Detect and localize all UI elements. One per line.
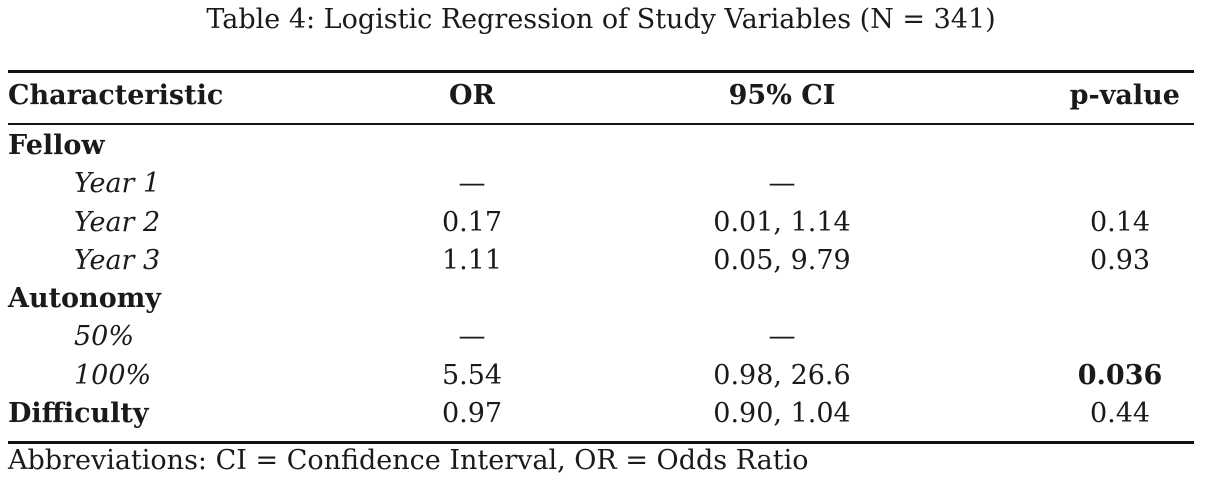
ci-value: 0.90, 1.04: [713, 398, 851, 429]
table-row: Year 1 — —: [0, 168, 1226, 206]
header-ci: 95% CI: [728, 80, 836, 111]
header-rule: [8, 123, 1194, 125]
p-value: 0.14: [1089, 207, 1151, 238]
ci-value: —: [768, 168, 796, 199]
table-row: Fellow: [0, 130, 1226, 168]
ci-value: 0.98, 26.6: [713, 360, 851, 391]
ci-value: —: [768, 321, 796, 352]
row-label: Year 1: [74, 168, 161, 199]
table-row: Year 3 1.11 0.05, 9.79 0.93: [0, 245, 1226, 283]
table-row: Difficulty 0.97 0.90, 1.04 0.44: [0, 398, 1226, 436]
table-row: 50% — —: [0, 321, 1226, 359]
top-rule: [8, 70, 1194, 73]
or-value: —: [458, 321, 486, 352]
ci-value: 0.05, 9.79: [713, 245, 851, 276]
p-value-significant: 0.036: [1077, 360, 1163, 391]
p-value: 0.93: [1089, 245, 1151, 276]
ci-value: 0.01, 1.14: [713, 207, 851, 238]
group-label: Difficulty: [8, 398, 149, 429]
or-value: —: [458, 168, 486, 199]
table-row: 100% 5.54 0.98, 26.6 0.036: [0, 360, 1226, 398]
table-caption: Table 4: Logistic Regression of Study Va…: [206, 4, 996, 35]
group-label: Fellow: [8, 130, 105, 161]
p-value: 0.44: [1089, 398, 1151, 429]
header-characteristic: Characteristic: [8, 80, 224, 111]
table-row: Year 2 0.17 0.01, 1.14 0.14: [0, 207, 1226, 245]
or-value: 5.54: [441, 360, 503, 391]
header-row: Characteristic OR 95% CI p-value: [0, 80, 1226, 118]
table-footnote: Abbreviations: CI = Confidence Interval,…: [8, 445, 809, 476]
header-p-value: p-value: [1069, 80, 1180, 111]
row-label: 50%: [74, 321, 135, 352]
bottom-rule: [8, 441, 1194, 444]
table-row: Autonomy: [0, 283, 1226, 321]
row-label: Year 2: [74, 207, 161, 238]
or-value: 1.11: [441, 245, 503, 276]
group-label: Autonomy: [8, 283, 161, 314]
or-value: 0.97: [441, 398, 503, 429]
row-label: 100%: [74, 360, 152, 391]
row-label: Year 3: [74, 245, 161, 276]
header-or: OR: [449, 80, 495, 111]
or-value: 0.17: [441, 207, 503, 238]
